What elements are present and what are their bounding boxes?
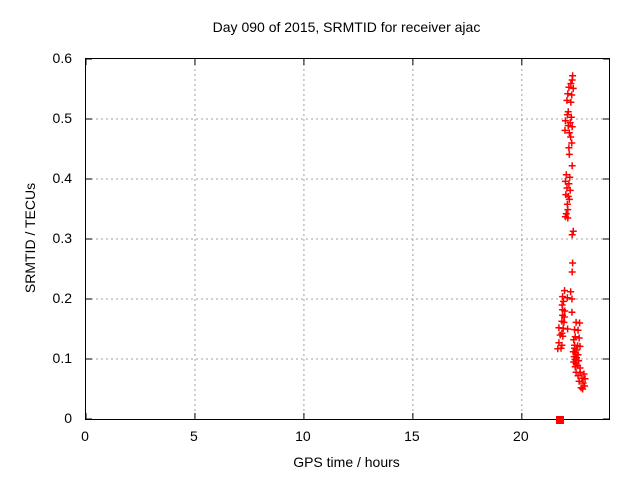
x-tick-label: 15: [404, 428, 420, 444]
data-point-plus: [565, 180, 573, 188]
x-tick-label: 0: [81, 428, 89, 444]
y-tick-label: 0.4: [52, 170, 72, 186]
data-point-plus: [566, 186, 574, 194]
data-point-plus: [564, 122, 572, 130]
data-point-plus: [568, 162, 576, 170]
data-point-plus: [559, 332, 567, 340]
data-point-plus: [568, 123, 576, 131]
y-tick-label: 0.2: [52, 290, 72, 306]
chart-title: Day 090 of 2015, SRMTID for receiver aja…: [212, 19, 481, 35]
data-point-plus: [575, 334, 583, 342]
data-point-plus: [569, 84, 577, 92]
data-point-plus: [561, 287, 569, 295]
data-point-plus: [561, 307, 569, 315]
scatter-plot-canvas: [85, 58, 609, 424]
data-point-plus: [564, 206, 572, 214]
data-point-plus: [559, 293, 567, 301]
data-point-plus: [568, 91, 576, 99]
y-tick-label: 0.3: [52, 230, 72, 246]
data-point-plus: [575, 377, 583, 385]
plot-area: [85, 58, 610, 424]
data-point-plus: [565, 150, 573, 158]
data-point-plus: [580, 370, 588, 378]
data-point-plus: [567, 133, 575, 141]
data-point-plus: [581, 375, 589, 383]
data-point-plus: [561, 117, 569, 125]
data-point-plus: [565, 129, 573, 137]
data-point-plus: [567, 113, 575, 121]
data-point-plus: [577, 384, 585, 392]
data-point-plus: [568, 308, 576, 316]
data-point-plus: [564, 325, 572, 333]
data-point-plus: [565, 195, 573, 203]
y-tick-label: 0.1: [52, 350, 72, 366]
data-point-plus: [571, 363, 579, 371]
data-point-plus: [574, 326, 582, 334]
y-tick-label: 0: [64, 410, 72, 426]
data-point-plus: [568, 139, 576, 147]
data-point-plus: [554, 345, 562, 353]
data-point-plus: [567, 80, 575, 88]
data-point-plus: [576, 368, 584, 376]
x-axis-title: GPS time / hours: [293, 454, 400, 470]
data-point-plus: [568, 295, 576, 303]
data-point-plus: [576, 342, 584, 350]
data-point-plus: [569, 227, 577, 235]
data-point-plus: [574, 372, 582, 380]
data-point-plus: [561, 126, 569, 134]
data-point-plus: [568, 231, 576, 239]
data-point-plus: [564, 90, 572, 98]
data-point-plus: [568, 268, 576, 276]
data-point-plus: [579, 385, 587, 393]
data-point-plus: [565, 144, 573, 152]
data-point-plus: [564, 214, 572, 222]
data-point-plus: [569, 259, 577, 267]
data-point-plus: [563, 294, 571, 302]
x-tick-label: 10: [295, 428, 311, 444]
data-point-square: [555, 416, 564, 424]
y-tick-label: 0.5: [52, 110, 72, 126]
data-point-plus: [559, 297, 567, 305]
data-point-plus: [560, 318, 568, 326]
data-point-plus: [567, 288, 575, 296]
x-tick-label: 5: [190, 428, 198, 444]
data-point-plus: [563, 96, 571, 104]
x-tick-label: 20: [513, 428, 529, 444]
data-point-plus: [568, 76, 576, 84]
data-point-plus: [566, 173, 574, 181]
data-point-plus: [563, 111, 571, 119]
data-point-plus: [570, 336, 578, 344]
data-point-plus: [567, 98, 575, 106]
y-tick-label: 0.6: [52, 50, 72, 66]
data-point-plus: [565, 83, 573, 91]
data-point-plus: [576, 319, 584, 327]
